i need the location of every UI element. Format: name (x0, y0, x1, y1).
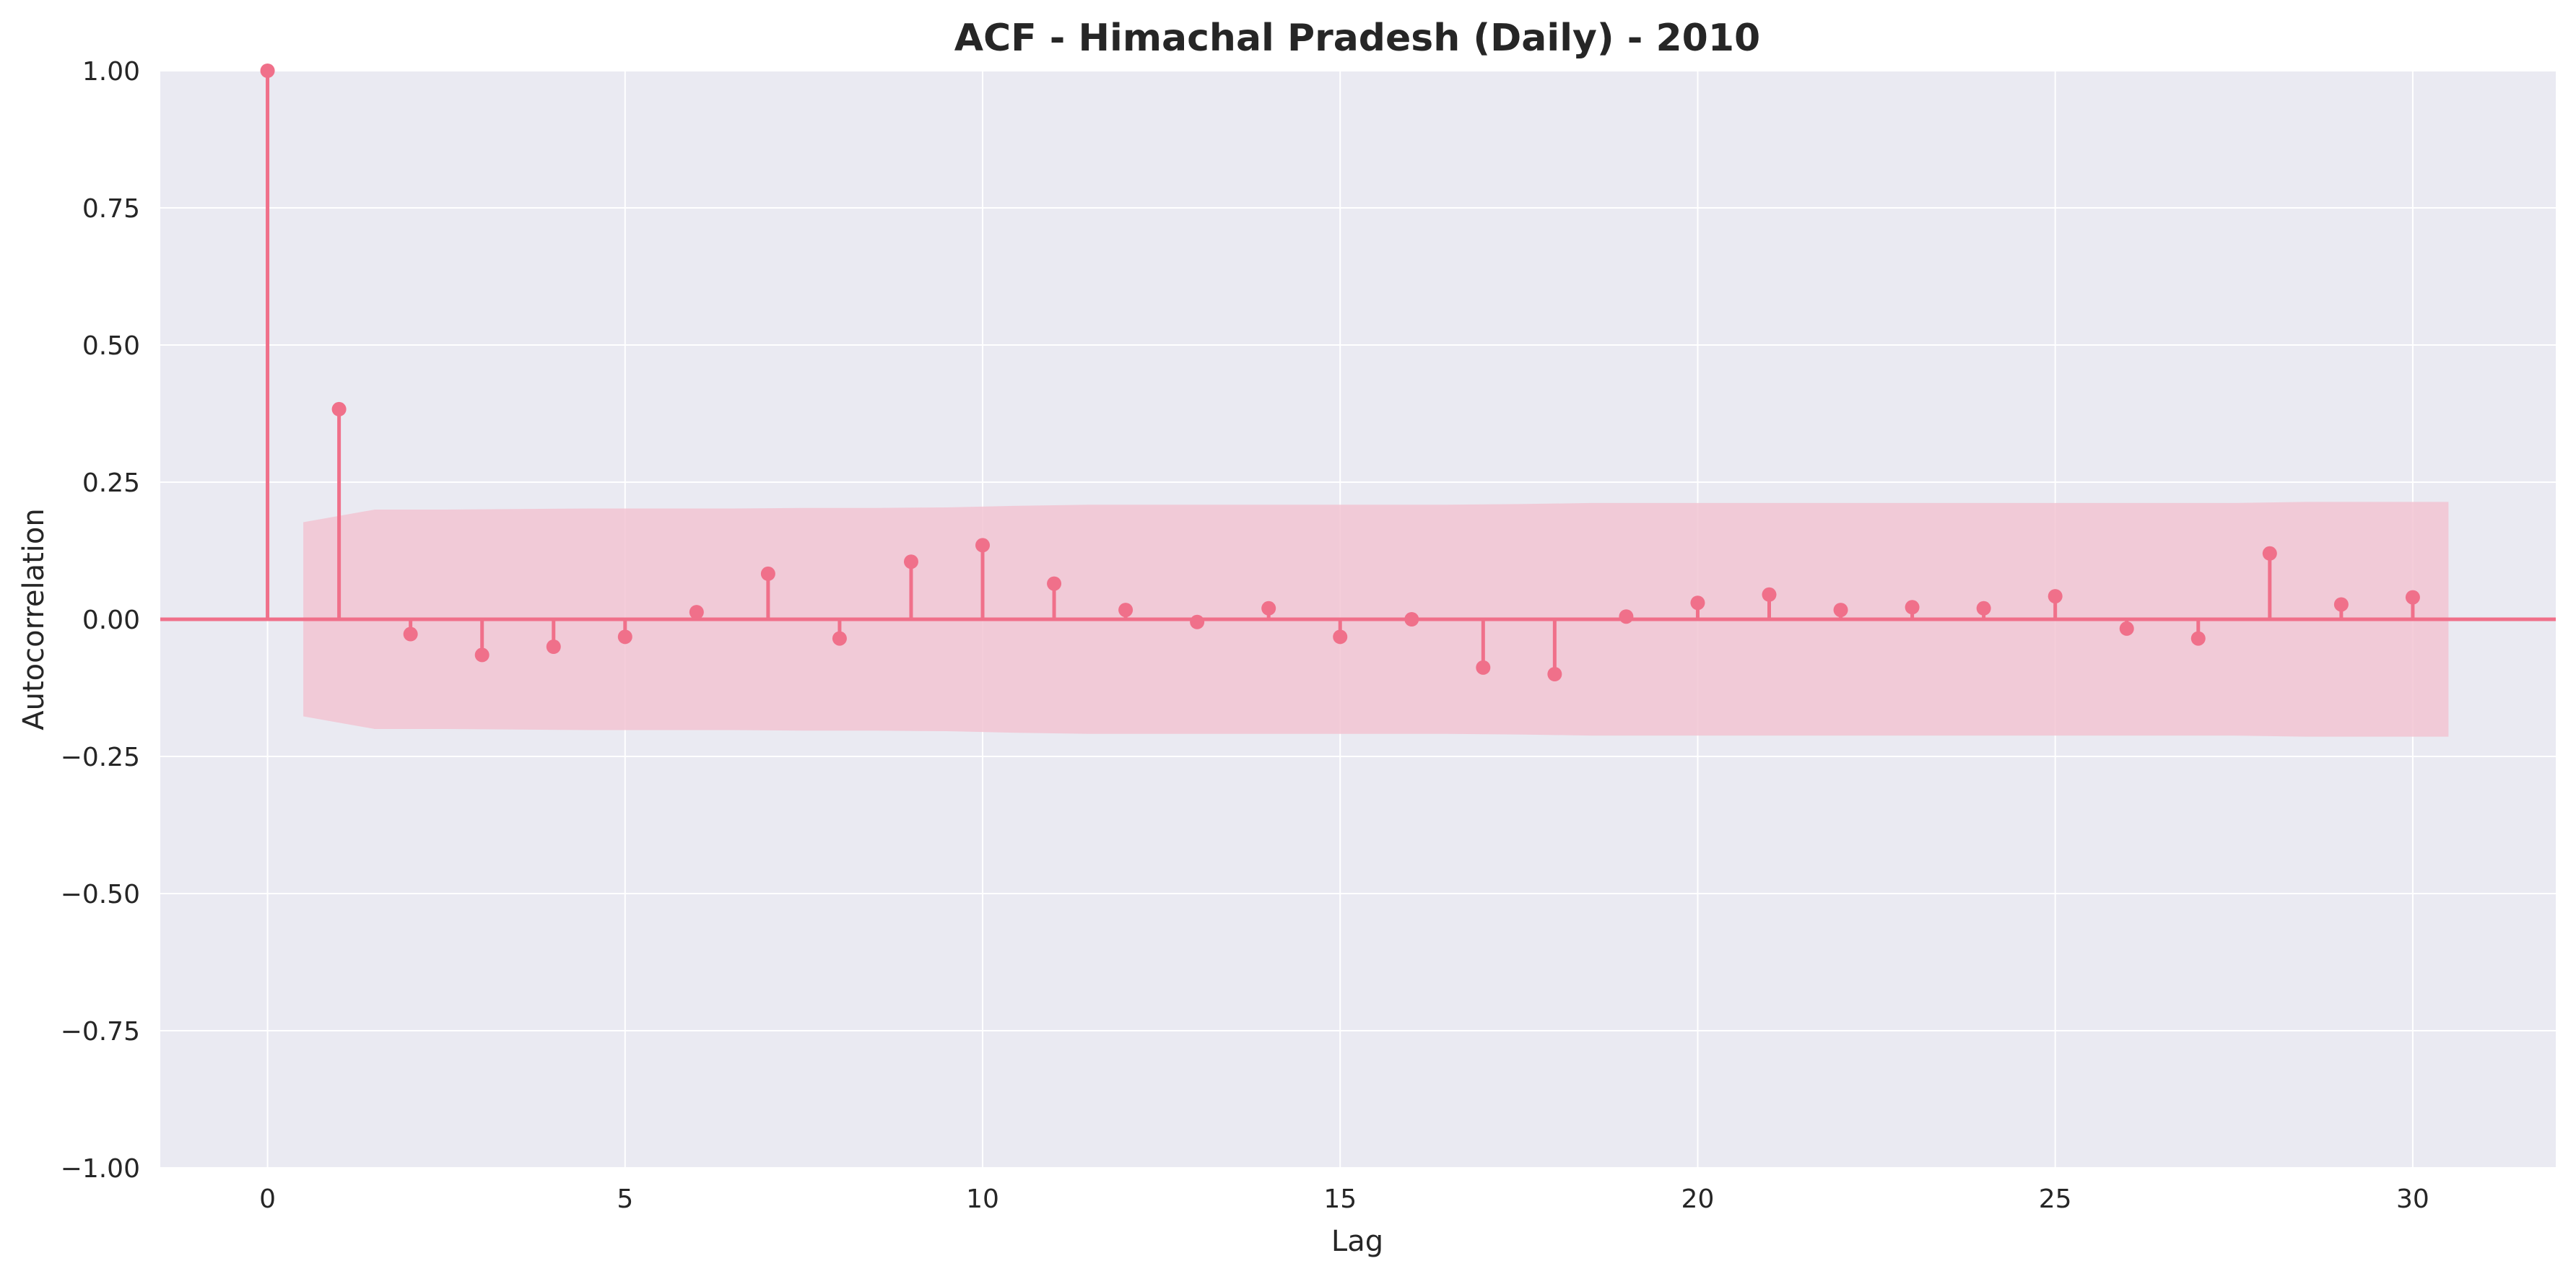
x-tick-label: 20 (1681, 1184, 1715, 1214)
acf-point (1404, 612, 1419, 627)
acf-point (1261, 601, 1276, 616)
y-tick-label: 0.50 (82, 331, 140, 361)
acf-point (832, 631, 847, 646)
acf-point (474, 647, 489, 663)
acf-point (1333, 629, 1348, 645)
acf-point (617, 629, 632, 645)
x-tick-label: 5 (617, 1184, 633, 1214)
acf-point (2119, 621, 2134, 636)
y-axis-label: Autocorrelation (17, 508, 51, 730)
acf-point (1190, 614, 1205, 629)
acf-point (403, 627, 418, 642)
acf-point (2405, 590, 2420, 605)
acf-point (1547, 667, 1562, 681)
acf-point (1690, 595, 1705, 611)
acf-point (1905, 600, 1920, 615)
acf-point (546, 640, 561, 654)
x-tick-label: 30 (2396, 1184, 2429, 1214)
acf-point (975, 538, 991, 553)
acf-point (1762, 587, 1777, 602)
acf-point (1047, 576, 1062, 591)
x-axis-label: Lag (1331, 1225, 1383, 1258)
y-tick-label: −0.25 (61, 743, 140, 772)
y-tick-label: −1.00 (61, 1154, 140, 1184)
acf-point (331, 401, 347, 416)
grid-lines (160, 70, 2556, 1169)
acf-point (1118, 603, 1133, 618)
y-tick-label: −0.50 (61, 880, 140, 909)
acf-stems (260, 64, 2420, 681)
y-tick-label: −0.75 (61, 1017, 140, 1047)
acf-point (1476, 660, 1491, 675)
y-tick-label: 0.75 (82, 194, 140, 224)
chart-title: ACF - Himachal Pradesh (Daily) - 2010 (954, 17, 1760, 60)
acf-point (260, 64, 275, 78)
acf-point (1619, 609, 1634, 624)
x-tick-label: 15 (1323, 1184, 1357, 1214)
x-tick-label: 0 (259, 1184, 276, 1214)
acf-point (1976, 601, 1991, 616)
y-tick-labels: 1.00 0.75 0.50 0.25 0.00 −0.25 −0.50 −0.75 −1.00 (61, 57, 140, 1184)
y-tick-label: 1.00 (82, 57, 140, 87)
acf-point (1833, 603, 1848, 618)
x-tick-label: 25 (2039, 1184, 2072, 1214)
acf-point (2048, 589, 2063, 604)
acf-point (2190, 631, 2206, 646)
acf-point (2262, 546, 2277, 561)
acf-point (903, 554, 918, 569)
acf-point (689, 605, 704, 620)
acf-point (760, 566, 775, 581)
y-tick-label: 0.00 (82, 606, 140, 635)
x-tick-labels: 0 5 10 15 20 25 30 (259, 1184, 2429, 1214)
x-tick-label: 10 (966, 1184, 999, 1214)
y-tick-label: 0.25 (82, 468, 140, 498)
acf-point (2333, 597, 2349, 612)
